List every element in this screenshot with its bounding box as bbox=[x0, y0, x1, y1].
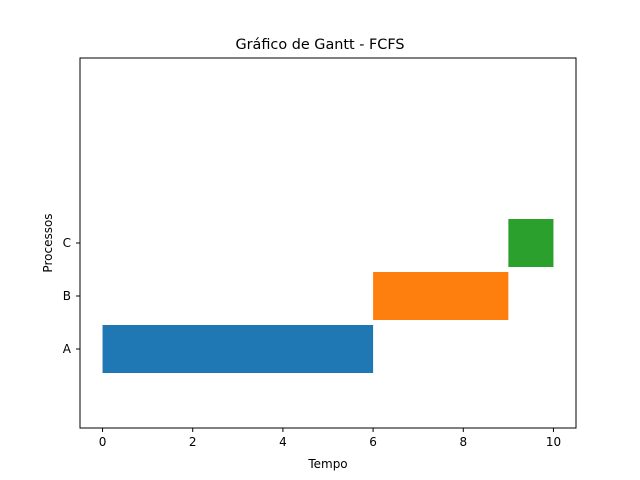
y-axis-ticks: A B C bbox=[63, 236, 80, 356]
gantt-bar-c bbox=[508, 219, 554, 267]
gantt-bar-a bbox=[102, 325, 374, 373]
x-tick-label: 10 bbox=[546, 435, 561, 449]
x-tick-label: 8 bbox=[459, 435, 467, 449]
y-tick-label: B bbox=[63, 289, 71, 303]
gantt-bar-b bbox=[373, 272, 509, 320]
x-tick-label: 2 bbox=[189, 435, 197, 449]
x-tick-label: 0 bbox=[99, 435, 107, 449]
y-tick-label: C bbox=[63, 236, 71, 250]
x-tick-label: 6 bbox=[369, 435, 377, 449]
y-tick-label: A bbox=[63, 342, 72, 356]
y-axis-label: Processos bbox=[41, 213, 55, 272]
chart-title: Gráfico de Gantt - FCFS bbox=[235, 37, 404, 53]
x-axis-ticks: 0 2 4 6 8 10 bbox=[99, 428, 561, 449]
bars-group bbox=[102, 219, 554, 373]
x-axis-label: Tempo bbox=[307, 457, 347, 471]
x-tick-label: 4 bbox=[279, 435, 287, 449]
